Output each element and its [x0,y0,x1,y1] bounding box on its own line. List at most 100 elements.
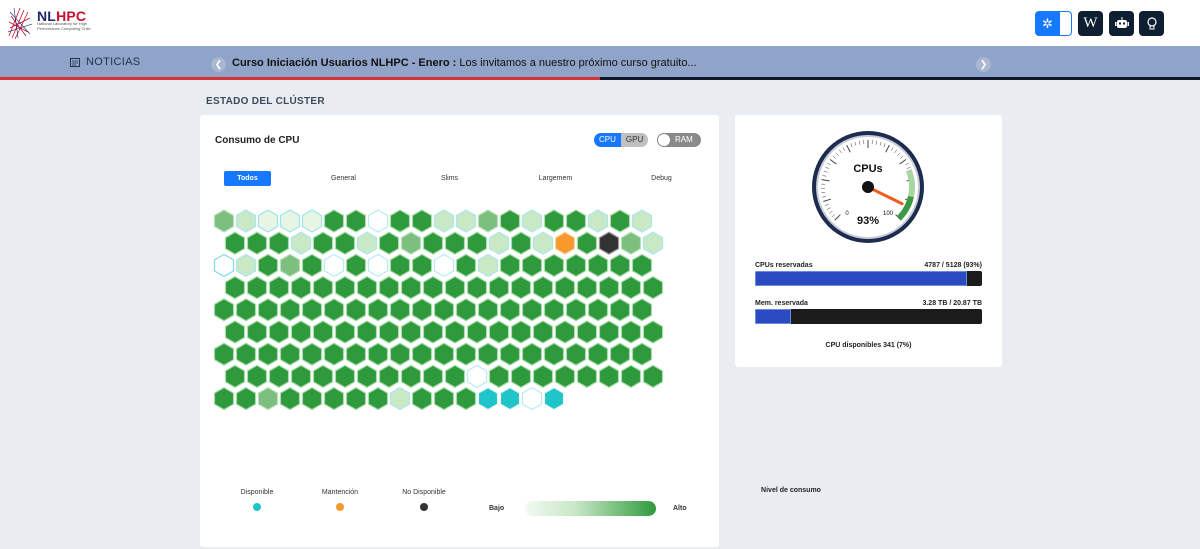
node-hex[interactable] [565,298,587,322]
node-hex[interactable] [554,231,576,255]
node-hex[interactable] [345,209,367,233]
resource-gpu-option[interactable]: GPU [620,133,649,147]
node-hex[interactable] [477,298,499,322]
node-hex[interactable] [543,298,565,322]
node-hex[interactable] [268,275,290,300]
node-hex[interactable] [323,209,345,233]
node-hex[interactable] [279,253,301,278]
node-hex[interactable] [356,320,378,344]
tab-general[interactable]: General [331,175,356,182]
tab-debug[interactable]: Debug [651,175,672,182]
settings-toggle-knob[interactable] [1060,11,1072,36]
nlhpc-logo[interactable]: NLHPC National Laboratory for High Perfo… [7,6,91,40]
node-hex[interactable] [301,209,323,233]
node-hex[interactable] [213,386,235,411]
node-hex[interactable] [334,275,356,300]
node-hex[interactable] [235,209,257,233]
tab-slims[interactable]: Slims [440,175,459,182]
node-hex[interactable] [290,320,312,344]
node-hex[interactable] [444,320,466,344]
node-hex[interactable] [543,342,565,366]
news-prev-button[interactable]: ❮ [211,57,226,72]
node-hex[interactable] [213,253,235,278]
node-hex[interactable] [455,209,477,233]
node-hex[interactable] [455,298,477,322]
node-hex[interactable] [411,342,433,366]
node-hex[interactable] [290,364,312,389]
node-hex[interactable] [444,275,466,300]
node-hex[interactable] [257,386,279,411]
node-hex[interactable] [422,275,444,300]
node-hex[interactable] [488,320,510,344]
node-hex[interactable] [345,253,367,278]
node-hex[interactable] [642,275,664,300]
node-hex[interactable] [609,253,631,278]
node-hex[interactable] [598,320,620,344]
node-hex[interactable] [488,364,510,389]
node-hex[interactable] [609,342,631,366]
news-next-button[interactable]: ❯ [976,57,991,72]
node-hex[interactable] [433,342,455,366]
node-hex[interactable] [455,342,477,366]
node-hex[interactable] [477,209,499,233]
node-hex[interactable] [642,320,664,344]
node-hex[interactable] [334,364,356,389]
node-hex[interactable] [433,298,455,322]
node-hex[interactable] [246,364,268,389]
node-hex[interactable] [411,253,433,278]
node-hex[interactable] [466,364,488,389]
node-hex[interactable] [411,298,433,322]
node-hex[interactable] [323,342,345,366]
node-hex[interactable] [532,275,554,300]
node-hex[interactable] [367,209,389,233]
node-hex[interactable] [367,342,389,366]
node-hex[interactable] [257,209,279,233]
node-hex[interactable] [565,342,587,366]
node-hex[interactable] [345,298,367,322]
node-hex[interactable] [565,209,587,233]
node-hex[interactable] [367,253,389,278]
node-hex[interactable] [576,231,598,255]
node-hex[interactable] [279,342,301,366]
node-hex[interactable] [510,231,532,255]
node-hex[interactable] [576,320,598,344]
node-hex[interactable] [312,320,334,344]
node-hex[interactable] [323,298,345,322]
node-hex[interactable] [246,275,268,300]
node-hex[interactable] [422,364,444,389]
node-hex[interactable] [532,320,554,344]
node-hex[interactable] [301,298,323,322]
node-hex[interactable] [400,275,422,300]
node-hex[interactable] [477,386,499,411]
node-hex[interactable] [466,275,488,300]
node-hex[interactable] [378,364,400,389]
node-hex[interactable] [411,386,433,411]
node-hex[interactable] [345,386,367,411]
node-hex[interactable] [521,386,543,411]
node-hex[interactable] [378,320,400,344]
node-hex[interactable] [389,298,411,322]
node-hex[interactable] [466,231,488,255]
ideas-button[interactable] [1139,11,1164,36]
node-hex[interactable] [499,298,521,322]
node-hex[interactable] [422,320,444,344]
node-hex[interactable] [598,231,620,255]
node-hex[interactable] [257,342,279,366]
node-hex[interactable] [334,320,356,344]
node-hex[interactable] [510,320,532,344]
node-hex[interactable] [543,253,565,278]
robot-button[interactable] [1109,11,1134,36]
node-hex[interactable] [301,253,323,278]
node-hex[interactable] [510,275,532,300]
node-hex[interactable] [268,231,290,255]
node-hex[interactable] [290,275,312,300]
node-hex[interactable] [444,364,466,389]
wiki-button[interactable]: W [1078,11,1103,36]
node-hex[interactable] [246,320,268,344]
node-hex[interactable] [521,342,543,366]
node-hex[interactable] [224,275,246,300]
node-hex[interactable] [587,342,609,366]
node-hex[interactable] [279,209,301,233]
node-hex[interactable] [389,386,411,411]
node-hex[interactable] [334,231,356,255]
